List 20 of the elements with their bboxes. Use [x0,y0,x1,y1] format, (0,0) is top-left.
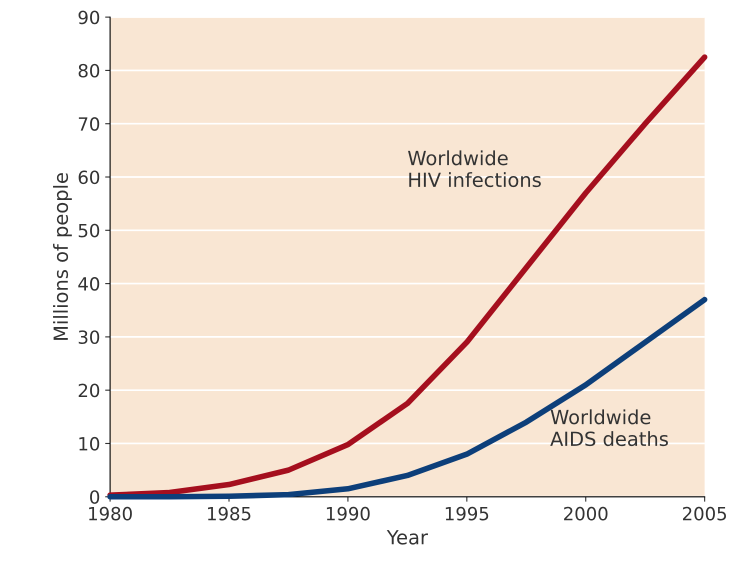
y-tick-label: 60 [78,170,100,184]
y-tick-label: 90 [78,10,100,24]
x-tick-label: 1995 [446,506,488,520]
x-tick-label: 1985 [208,506,250,520]
y-tick-label: 40 [78,277,100,291]
x-axis-title: Year [386,530,428,545]
y-tick-label: 20 [78,384,100,398]
x-tick-label: 2000 [564,506,608,520]
y-tick-label: 0 [90,490,100,504]
x-tick-label: 1980 [89,506,132,520]
y-tick-label: 10 [79,436,100,451]
annotation: Worldwide HIV infections [408,150,541,188]
x-tick-label: 1990 [326,506,370,520]
annotation: Worldwide AIDS deaths [550,409,668,446]
x-tick-label: 2005 [682,506,726,520]
y-tick-label: 30 [78,330,100,344]
y-axis-title: Millions of people [53,173,72,340]
y-tick-label: 70 [78,117,100,131]
y-tick-label: 80 [78,64,100,78]
y-tick-label: 50 [78,224,100,238]
